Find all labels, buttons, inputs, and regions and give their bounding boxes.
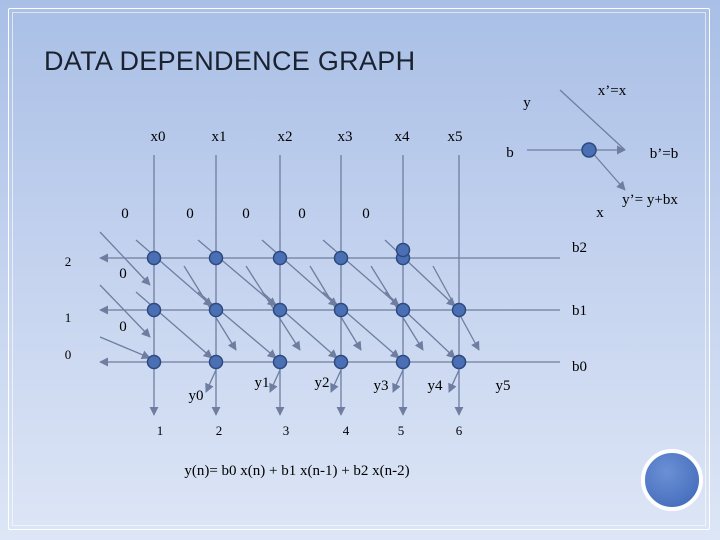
pe-node [146, 354, 162, 370]
cell-edge [589, 149, 626, 191]
cell-x-label: x [596, 205, 604, 221]
diagonal-edge [322, 239, 400, 307]
slide-inner-frame [12, 12, 706, 526]
diagonal-edge [322, 291, 400, 359]
diagonal-edge [384, 239, 456, 307]
init-zero-top: 0 [121, 206, 129, 222]
input-label-x3: x3 [338, 129, 353, 145]
pe-node [451, 302, 467, 318]
cell-y-label: y [523, 95, 531, 111]
diagonal-edge [245, 265, 301, 351]
time-tick: 5 [398, 423, 405, 438]
input-label-x5: x5 [448, 129, 463, 145]
pe-node [146, 302, 162, 318]
time-tick: 4 [343, 423, 350, 438]
output-label-y3: y3 [374, 378, 389, 394]
coeff-label-b1: b1 [572, 303, 587, 319]
output-edge [205, 369, 217, 393]
pe-node [333, 302, 349, 318]
pe-node [395, 242, 411, 258]
diagonal-edge [99, 231, 151, 286]
pe-node [333, 250, 349, 266]
diagonal-edge [261, 239, 338, 307]
cell-x-out: x’=x [598, 83, 627, 99]
diagonal-edge [99, 336, 151, 360]
pe-node [272, 250, 288, 266]
output-label-y0: y0 [189, 388, 204, 404]
init-zero-top: 0 [362, 206, 370, 222]
cell-node [581, 142, 597, 158]
input-label-x0: x0 [151, 129, 166, 145]
init-zero-top: 0 [298, 206, 306, 222]
time-tick: 3 [283, 423, 290, 438]
output-edge [330, 369, 342, 393]
output-label-y1: y1 [255, 375, 270, 391]
coeff-label-b2: b2 [572, 240, 587, 256]
cell-y-out: y’= y+bx [622, 192, 678, 208]
pe-node [208, 250, 224, 266]
pe-node [272, 302, 288, 318]
diagonal-edge [197, 291, 277, 359]
diagonal-edge [135, 239, 213, 307]
diagonal-edge [99, 284, 151, 338]
output-label-y5: y5 [496, 378, 511, 394]
cell-b-label: b [506, 145, 514, 161]
pe-node [208, 302, 224, 318]
output-edge [392, 369, 404, 393]
cell-b-out: b’=b [650, 146, 678, 162]
cell-edge [559, 89, 626, 151]
pe-node [395, 302, 411, 318]
output-edge [448, 369, 460, 393]
diagonal-edge [384, 291, 456, 359]
input-label-x4: x4 [395, 129, 411, 145]
diagonal-edge [135, 291, 213, 359]
input-label-x1: x1 [212, 129, 227, 145]
init-zero-top: 0 [186, 206, 194, 222]
pe-node [451, 354, 467, 370]
pe-node [208, 354, 224, 370]
pe-node [272, 354, 288, 370]
time-tick: 1 [157, 423, 164, 438]
row-tick: 0 [65, 347, 72, 362]
pe-node [333, 354, 349, 370]
output-label-y4: y4 [428, 378, 444, 394]
output-label-y2: y2 [315, 375, 330, 391]
init-zero-left: 0 [119, 319, 127, 335]
decorative-circle [641, 449, 703, 511]
pe-node [395, 354, 411, 370]
output-edge [269, 369, 281, 393]
init-zero-left: 0 [119, 266, 127, 282]
equation: y(n)= b0 x(n) + b1 x(n-1) + b2 x(n-2) [184, 463, 409, 479]
init-zero-top: 0 [242, 206, 250, 222]
coeff-label-b0: b0 [572, 359, 587, 375]
input-label-x2: x2 [278, 129, 293, 145]
diagonal-edge [261, 291, 338, 359]
diagonal-edge [197, 239, 277, 307]
row-tick: 1 [65, 310, 72, 325]
time-tick: 6 [456, 423, 463, 438]
slide-title: DATA DEPENDENCE GRAPH [44, 46, 416, 76]
row-tick: 2 [65, 254, 72, 269]
slide-frame [8, 8, 710, 530]
pe-node [146, 250, 162, 266]
time-tick: 2 [216, 423, 223, 438]
